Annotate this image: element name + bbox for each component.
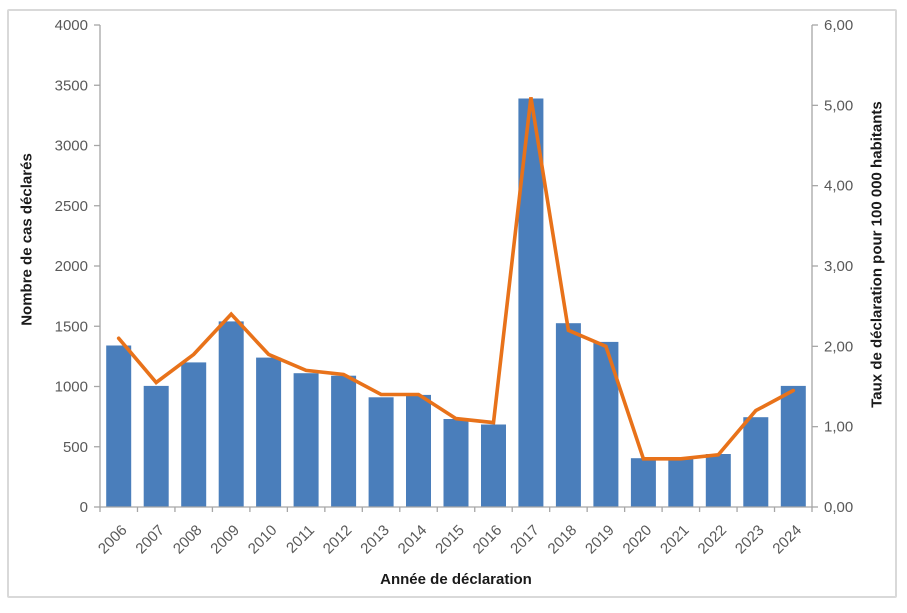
bar-2022 (705, 454, 731, 507)
right-axis-tick-label: 6,00 (824, 17, 853, 34)
bar-2006 (106, 345, 132, 507)
bar-2023 (743, 417, 769, 507)
bar-2024 (780, 385, 806, 507)
bar-2019 (593, 341, 619, 507)
left-axis-tick-label: 4000 (55, 17, 88, 34)
bar-2011 (293, 373, 319, 507)
x-axis-tick-label: 2014 (395, 522, 431, 558)
left-axis-tick-label: 1000 (55, 379, 88, 396)
left-axis-tick-label: 0 (80, 499, 88, 516)
x-axis-tick-label: 2015 (432, 522, 468, 558)
x-axis-tick-label: 2010 (245, 522, 281, 558)
x-axis-tick-label: 2009 (207, 522, 243, 558)
right-axis-tick-label: 3,00 (824, 258, 853, 275)
x-axis-tick-label: 2016 (470, 522, 506, 558)
bar-2013 (368, 397, 394, 507)
x-axis-tick-label: 2012 (320, 522, 356, 558)
x-axis-title: Année de déclaration (380, 571, 532, 588)
left-axis-title: Nombre de cas déclarés (18, 153, 36, 326)
left-axis-tick-label: 2500 (55, 198, 88, 215)
right-axis-tick-label: 1,00 (824, 419, 853, 436)
left-axis-tick-label: 500 (63, 439, 88, 456)
x-axis-tick-label: 2021 (657, 522, 693, 558)
left-axis-tick-label: 3000 (55, 138, 88, 155)
x-axis-tick-label: 2019 (582, 522, 618, 558)
right-axis-tick-label: 4,00 (824, 178, 853, 195)
x-axis-tick-label: 2024 (769, 522, 805, 558)
x-axis-tick-label: 2020 (620, 522, 656, 558)
bar-2007 (143, 385, 169, 507)
bar-2020 (630, 458, 656, 507)
x-axis-tick-label: 2013 (357, 522, 393, 558)
bar-2008 (181, 362, 207, 507)
bar-2021 (668, 458, 694, 507)
x-axis-tick-label: 2023 (732, 522, 768, 558)
x-axis-tick-label: 2018 (545, 522, 581, 558)
right-axis-tick-label: 0,00 (824, 499, 853, 516)
bar-2009 (218, 321, 244, 507)
bar-2015 (443, 419, 469, 507)
x-axis-tick-label: 2011 (283, 522, 318, 557)
left-axis-tick-label: 2000 (55, 258, 88, 275)
x-axis-tick-label: 2008 (170, 522, 206, 558)
bar-2010 (256, 357, 282, 507)
x-axis-tick-label: 2022 (695, 522, 731, 558)
rate-line (116, 97, 796, 461)
bar-2018 (555, 323, 581, 507)
x-axis-tick-label: 2006 (95, 522, 131, 558)
right-axis-tick-label: 2,00 (824, 338, 853, 355)
x-axis-tick-label: 2017 (507, 522, 543, 558)
left-axis-tick-label: 1500 (55, 318, 88, 335)
right-axis-title: Taux de déclaration pour 100 000 habitan… (868, 101, 886, 408)
x-axis-tick-label: 2007 (132, 522, 168, 558)
left-axis-tick-label: 3500 (55, 77, 88, 94)
bar-2012 (331, 375, 357, 507)
right-axis-tick-label: 5,00 (824, 97, 853, 114)
bar-2016 (481, 424, 506, 507)
bar-2014 (406, 394, 431, 507)
